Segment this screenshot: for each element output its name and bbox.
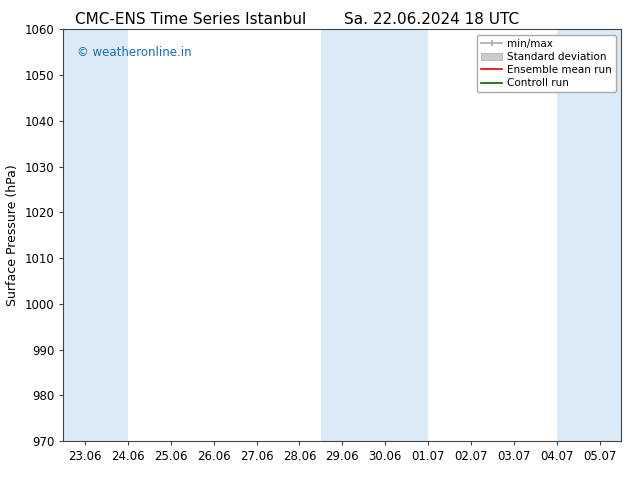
Bar xyxy=(63,29,128,441)
Bar xyxy=(557,29,634,441)
Text: © weatheronline.in: © weatheronline.in xyxy=(77,46,192,59)
Y-axis label: Surface Pressure (hPa): Surface Pressure (hPa) xyxy=(6,164,19,306)
Text: Sa. 22.06.2024 18 UTC: Sa. 22.06.2024 18 UTC xyxy=(344,12,519,27)
Bar xyxy=(321,29,428,441)
Legend: min/max, Standard deviation, Ensemble mean run, Controll run: min/max, Standard deviation, Ensemble me… xyxy=(477,35,616,92)
Text: CMC-ENS Time Series Istanbul: CMC-ENS Time Series Istanbul xyxy=(75,12,306,27)
